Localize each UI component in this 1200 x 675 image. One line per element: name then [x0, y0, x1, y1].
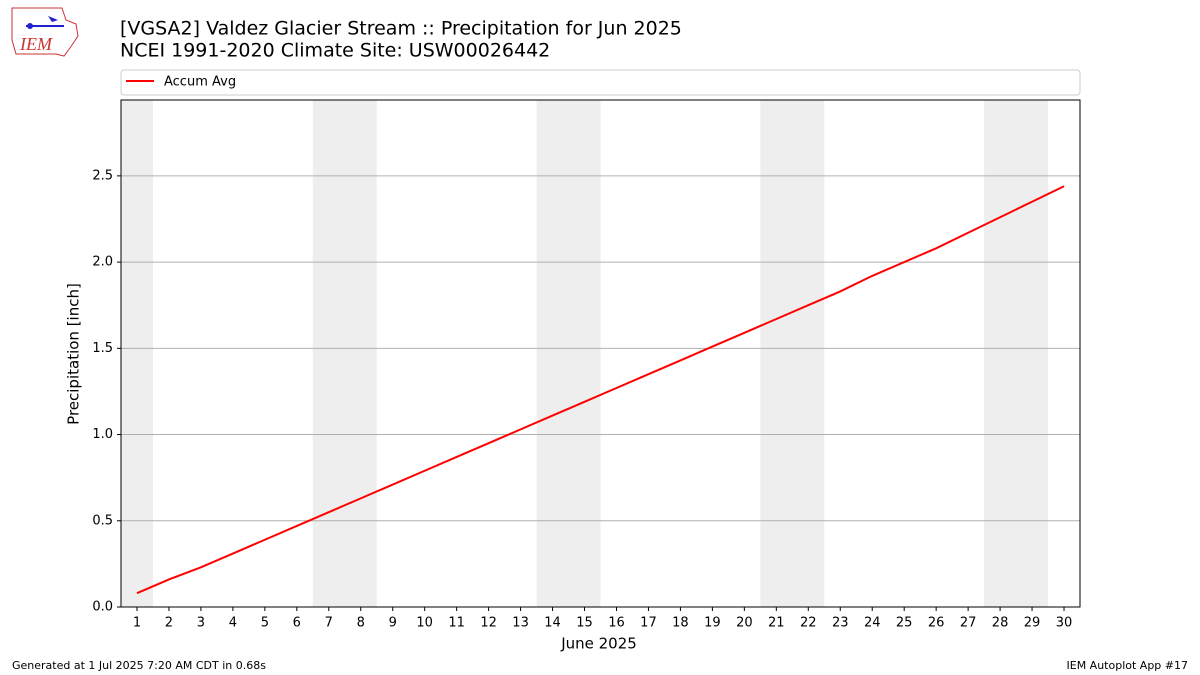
x-tick-label: 13	[512, 616, 529, 631]
x-tick-label: 24	[864, 616, 881, 631]
chart-title: [VGSA2] Valdez Glacier Stream :: Precipi…	[120, 18, 682, 40]
x-tick-label: 12	[480, 616, 497, 631]
y-axis-label: Precipitation [inch]	[65, 283, 83, 425]
logo-icon	[48, 16, 58, 22]
logo-icon	[27, 23, 33, 29]
x-tick-label: 1	[133, 616, 141, 631]
x-tick-label: 15	[576, 616, 593, 631]
x-tick-label: 11	[448, 616, 465, 631]
x-tick-label: 9	[389, 616, 397, 631]
weekend-shade	[984, 100, 1049, 607]
chart-subtitle: NCEI 1991-2020 Climate Site: USW00026442	[120, 40, 550, 62]
x-tick-label: 19	[704, 616, 721, 631]
x-tick-label: 21	[768, 616, 785, 631]
x-tick-label: 17	[640, 616, 657, 631]
x-axis-label: June 2025	[560, 635, 637, 653]
x-tick-label: 16	[608, 616, 625, 631]
footer-right: IEM Autoplot App #17	[1067, 659, 1189, 672]
weekend-shade	[536, 100, 601, 607]
x-tick-label: 8	[357, 616, 365, 631]
x-tick-label: 29	[1024, 616, 1041, 631]
y-tick-label: 2.0	[92, 255, 113, 270]
x-tick-label: 2	[165, 616, 173, 631]
x-tick-label: 10	[416, 616, 433, 631]
legend	[120, 69, 1081, 96]
x-tick-label: 26	[928, 616, 945, 631]
plot-frame	[120, 99, 1081, 608]
x-tick-label: 3	[197, 616, 205, 631]
x-tick-label: 5	[261, 616, 269, 631]
y-tick-label: 1.5	[92, 341, 113, 356]
legend-label: Accum Avg	[164, 75, 236, 90]
x-tick-label: 23	[832, 616, 849, 631]
logo-outline	[11, 7, 79, 57]
footer-left: Generated at 1 Jul 2025 7:20 AM CDT in 0…	[12, 659, 266, 672]
x-tick-label: 27	[960, 616, 977, 631]
y-tick-label: 0.5	[92, 513, 113, 528]
y-tick-label: 0.0	[92, 600, 113, 615]
data-line	[136, 185, 1065, 595]
x-tick-label: 28	[992, 616, 1009, 631]
weekend-shade	[121, 100, 153, 607]
y-tick-label: 2.5	[92, 168, 113, 183]
x-tick-label: 7	[325, 616, 333, 631]
x-tick-label: 4	[229, 616, 237, 631]
x-tick-label: 30	[1056, 616, 1073, 631]
x-tick-label: 6	[293, 616, 301, 631]
x-tick-label: 25	[896, 616, 913, 631]
logo: IEM	[11, 7, 79, 57]
x-tick-label: 18	[672, 616, 689, 631]
x-tick-label: 22	[800, 616, 817, 631]
weekend-shade	[760, 100, 825, 607]
y-tick-label: 1.0	[92, 427, 113, 442]
weekend-shade	[312, 100, 377, 607]
x-tick-label: 14	[544, 616, 561, 631]
x-tick-label: 20	[736, 616, 753, 631]
logo-text: IEM	[19, 34, 53, 54]
